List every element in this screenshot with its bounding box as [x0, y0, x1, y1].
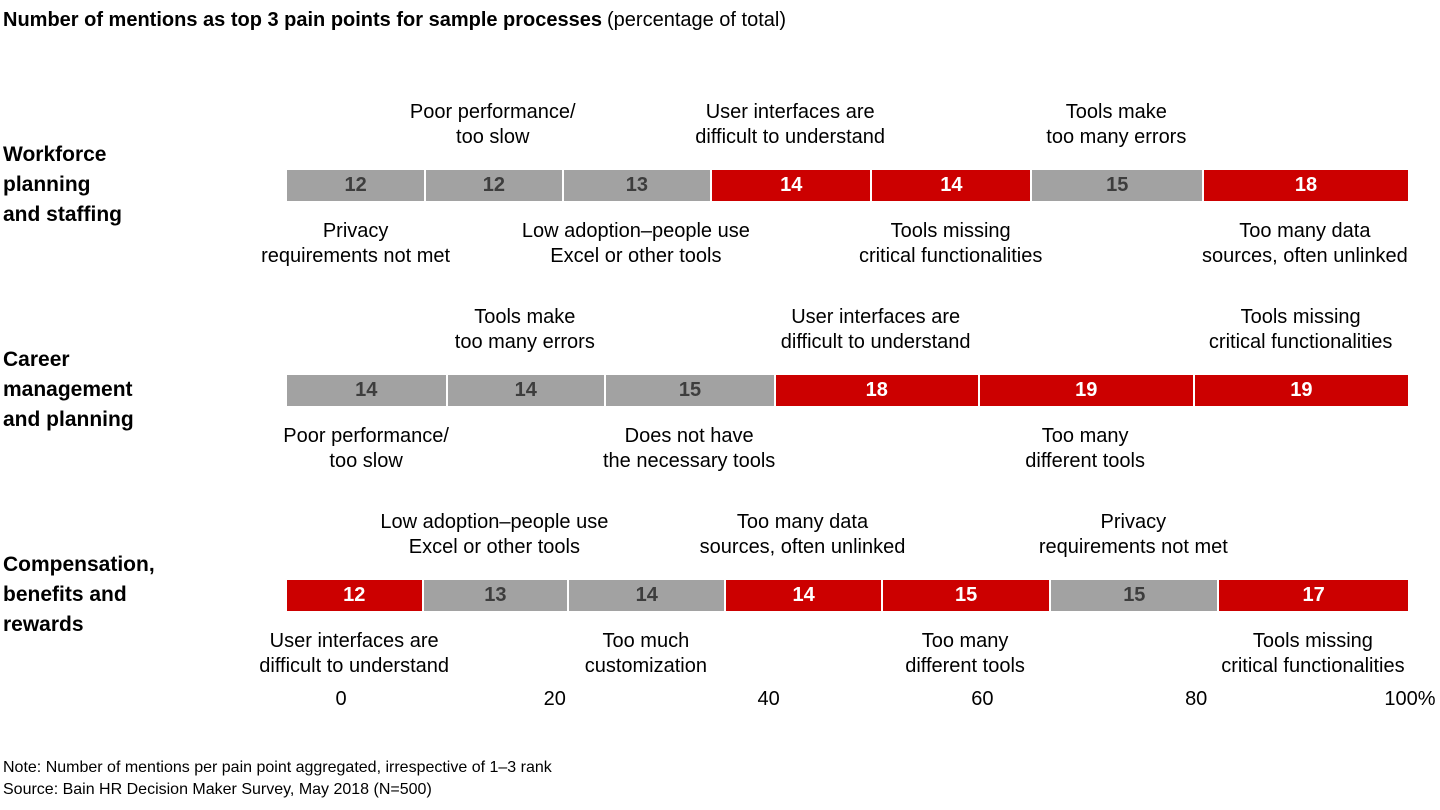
segment-value: 14 [780, 174, 803, 196]
segment-value: 14 [514, 379, 537, 401]
pain-point-label: Tools missing critical functionalities [858, 220, 1043, 267]
chart-title-subtitle: (percentage of total) [607, 9, 787, 31]
bar-segment: 15 [1049, 580, 1218, 611]
bar-segment: 19 [977, 375, 1193, 406]
bar-segment: 14 [710, 170, 871, 201]
bar-segment: 14 [724, 580, 882, 611]
labels-above-layer: Low adoption–people use Excel or other t… [287, 510, 1408, 560]
footnote-block: Note: Number of mentions per pain point … [3, 757, 552, 801]
pain-point-label: User interfaces are difficult to underst… [780, 306, 971, 353]
bar-segment: 15 [881, 580, 1050, 611]
segment-value: 12 [343, 584, 366, 606]
pain-point-label: Privacy requirements not met [1038, 511, 1228, 558]
bar-segment: 12 [424, 170, 562, 201]
pain-point-label: User interfaces are difficult to underst… [695, 101, 886, 148]
process-label: Workforce planning and staffing [3, 143, 122, 226]
bar-segment: 14 [445, 375, 605, 406]
bar-rows-container: Workforce planning and staffing Poor perf… [0, 100, 1440, 715]
row-plot: Low adoption–people use Excel or other t… [259, 510, 1408, 679]
chart-title-main: Number of mentions as top 3 pain points … [3, 9, 603, 31]
pain-point-label: Privacy requirements not met [261, 220, 451, 267]
segment-value: 19 [1290, 379, 1313, 401]
pain-point-label: Too many data sources, often unlinked [1202, 220, 1408, 267]
bar-segment: 18 [773, 375, 978, 406]
axis-tick-label: 100% [1384, 688, 1436, 710]
process-row: Career management and planning Tools make… [0, 305, 1440, 474]
axis-tick-label: 80 [1185, 688, 1208, 710]
labels-above-layer: Tools make too many errors User interface… [287, 305, 1408, 355]
bar-segment: 14 [567, 580, 725, 611]
axis-tick-label: 20 [543, 688, 566, 710]
axis-tick-label: 40 [757, 688, 780, 710]
stacked-bar: 12 12 13 14 14 15 18 [287, 170, 1408, 201]
bar-segment: 14 [870, 170, 1031, 201]
bar-segment: 15 [604, 375, 774, 406]
axis-tick-label: 60 [971, 688, 994, 710]
pain-point-label: User interfaces are difficult to underst… [259, 630, 450, 677]
pain-point-label: Does not have the necessary tools [602, 425, 776, 472]
row-plot: Tools make too many errors User interface… [283, 305, 1408, 474]
labels-below-layer: Privacy requirements not met Low adoption… [261, 219, 1408, 269]
bar-segment: 17 [1217, 580, 1408, 611]
bar-segment: 12 [287, 580, 422, 611]
stacked-bar: 14 14 15 18 19 19 [287, 375, 1408, 406]
chart-title: Number of mentions as top 3 pain points … [3, 8, 786, 32]
labels-below-layer: User interfaces are difficult to underst… [259, 629, 1408, 679]
pain-point-label: Tools missing critical functionalities [1208, 306, 1393, 353]
note-line: Note: Number of mentions per pain point … [3, 759, 552, 776]
bar-segment: 15 [1030, 170, 1203, 201]
pain-point-label: Tools missing critical functionalities [1221, 630, 1405, 677]
pain-point-label: Poor performance/ too slow [283, 425, 449, 472]
source-line: Source: Bain HR Decision Maker Survey, M… [3, 781, 432, 798]
pain-point-label: Too many different tools [905, 630, 1025, 677]
segment-value: 15 [678, 379, 702, 401]
segment-value: 15 [1123, 584, 1146, 606]
segment-value: 13 [484, 584, 507, 606]
segment-value: 15 [955, 584, 978, 606]
bar-segment: 13 [561, 170, 711, 201]
segment-value: 12 [344, 174, 367, 196]
x-axis: 0 20 40 60 80 100% [287, 687, 1435, 713]
process-label: Career management and planning [3, 348, 134, 431]
bar-segment: 19 [1192, 375, 1408, 406]
pain-point-label: Too many different tools [1025, 425, 1145, 472]
pain-point-label: Tools make too many errors [1046, 101, 1187, 148]
labels-above-layer: Poor performance/ too slow User interface… [287, 100, 1408, 150]
pain-point-label: Low adoption–people use Excel or other t… [521, 220, 750, 267]
pain-point-label: Too much customization [584, 630, 707, 677]
stacked-bar: 12 13 14 14 15 15 17 [287, 580, 1408, 611]
process-row: Compensation, benefits and rewards Low ad… [0, 510, 1440, 679]
labels-below-layer: Poor performance/ too slow Does not have … [283, 424, 1408, 474]
segment-value: 18 [865, 379, 888, 401]
segment-value: 14 [940, 174, 963, 196]
segment-value: 17 [1302, 584, 1325, 606]
segment-value: 15 [1106, 174, 1129, 196]
pain-point-label: Too many data sources, often unlinked [699, 511, 906, 558]
axis-tick-label: 0 [335, 688, 347, 710]
pain-point-label: Low adoption–people use Excel or other t… [380, 511, 609, 558]
segment-value: 14 [635, 584, 658, 606]
segment-value: 13 [625, 174, 648, 196]
row-plot: Poor performance/ too slow User interface… [261, 100, 1408, 269]
bar-segment: 13 [421, 580, 568, 611]
bar-segment: 14 [287, 375, 446, 406]
segment-value: 19 [1075, 379, 1098, 401]
bar-segment: 18 [1202, 170, 1408, 201]
pain-point-label: Poor performance/ too slow [409, 101, 576, 148]
segment-value: 18 [1294, 174, 1318, 196]
bar-segment: 12 [287, 170, 425, 201]
pain-point-label: Tools make too many errors [454, 306, 595, 353]
segment-value: 14 [792, 584, 815, 606]
segment-value: 12 [482, 174, 505, 196]
process-row: Workforce planning and staffing Poor perf… [0, 100, 1440, 269]
segment-value: 14 [355, 379, 378, 401]
process-label: Compensation, benefits and rewards [3, 553, 155, 636]
